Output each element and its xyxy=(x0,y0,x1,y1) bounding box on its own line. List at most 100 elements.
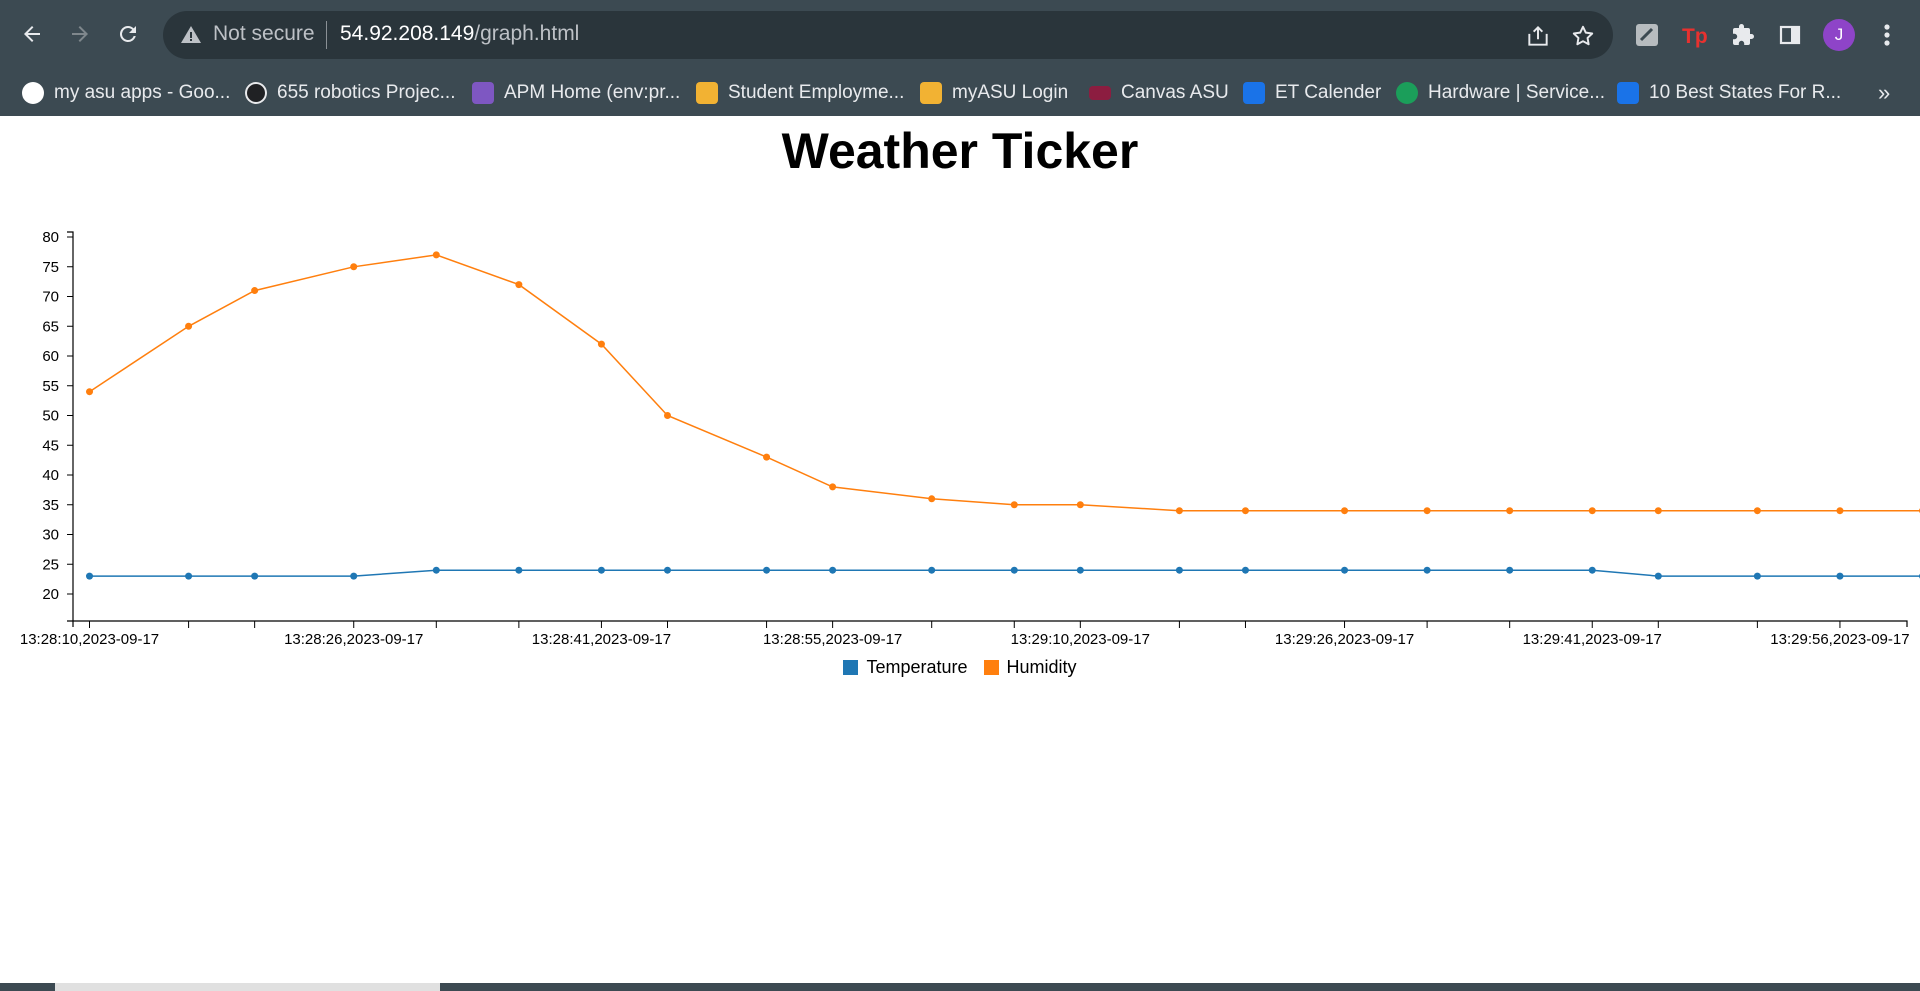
data-point-humidity xyxy=(829,483,837,491)
weather-line-chart: 20 25 30 35 40 45 50 55 60 65 70 75 80 13:28:10,2023-… xyxy=(20,229,1920,648)
x-tick-label: 13:29:41,2023-09-17 xyxy=(1523,631,1662,648)
side-panel-icon[interactable] xyxy=(1775,20,1805,50)
back-button[interactable] xyxy=(14,16,50,52)
bookmark-label: Hardware | Service... xyxy=(1428,82,1606,103)
chart-axes: 20 25 30 35 40 45 50 55 60 65 70 75 80 13:28:10,2023-… xyxy=(20,229,1910,648)
data-point-temperature xyxy=(1423,566,1431,574)
share-icon[interactable] xyxy=(1525,23,1551,49)
data-point-temperature xyxy=(185,572,193,580)
data-point-temperature xyxy=(1588,566,1596,574)
page-title: Weather Ticker xyxy=(781,123,1139,179)
extensions-puzzle-icon[interactable] xyxy=(1728,20,1758,50)
chart-legend: Temperature Humidity xyxy=(0,657,1920,678)
bookmark-star-icon[interactable] xyxy=(1570,23,1596,49)
bookmark-label: Canvas ASU xyxy=(1121,82,1229,103)
chart-series-lines xyxy=(89,254,1920,577)
browser-menu-icon[interactable] xyxy=(1872,20,1902,50)
bottom-scroll-bar[interactable] xyxy=(0,983,1920,991)
security-label[interactable]: Not secure xyxy=(213,22,315,45)
warning-triangle-icon[interactable] xyxy=(179,23,203,47)
bookmark-apm-home[interactable]: APM Home (env:pr... xyxy=(472,76,680,110)
extension-stylus-icon[interactable] xyxy=(1632,20,1662,50)
bookmark-label: my asu apps - Goo... xyxy=(54,82,231,103)
bookmark-10-best-states[interactable]: 10 Best States For R... xyxy=(1617,76,1841,110)
x-tick-label: 13:29:10,2023-09-17 xyxy=(1011,631,1150,648)
address-bar[interactable]: Not secure 54.92.208.149/graph.html xyxy=(163,11,1613,59)
scroll-thumb[interactable] xyxy=(55,983,440,991)
y-tick-label: 30 xyxy=(42,527,59,544)
data-point-humidity xyxy=(597,340,605,348)
reload-icon xyxy=(120,25,136,42)
data-point-humidity xyxy=(1588,507,1596,515)
data-point-temperature xyxy=(251,572,259,580)
reload-button[interactable] xyxy=(110,16,146,52)
forward-button[interactable] xyxy=(62,16,98,52)
y-tick-label: 35 xyxy=(42,497,59,514)
asu-sunburst-icon xyxy=(696,82,718,104)
data-point-humidity xyxy=(1836,507,1844,515)
bookmark-et-calender[interactable]: ET Calender xyxy=(1243,76,1381,110)
asu-sunburst-icon xyxy=(920,82,942,104)
data-point-temperature xyxy=(1506,566,1514,574)
bookmark-label: APM Home (env:pr... xyxy=(504,82,681,103)
data-point-humidity xyxy=(432,251,440,259)
url-text[interactable]: 54.92.208.149/graph.html xyxy=(340,22,579,46)
browser-chrome: Not secure 54.92.208.149/graph.html Tp J… xyxy=(0,0,1920,116)
bookmark-my-asu-apps[interactable]: my asu apps - Goo... xyxy=(22,76,230,110)
y-tick-label: 50 xyxy=(42,408,59,425)
data-point-temperature xyxy=(663,566,671,574)
y-tick-label: 25 xyxy=(42,556,59,573)
data-point-humidity xyxy=(763,453,771,461)
data-point-temperature xyxy=(1010,566,1018,574)
data-point-humidity xyxy=(1076,501,1084,509)
bookmark-myasu-login[interactable]: myASU Login xyxy=(920,76,1068,110)
legend-swatch-humidity xyxy=(983,660,999,675)
more-bookmarks-button[interactable]: » xyxy=(1878,80,1891,105)
x-tick-label: 13:28:41,2023-09-17 xyxy=(532,631,671,648)
chart-series-points xyxy=(86,251,1920,580)
apm-icon xyxy=(472,82,494,104)
forward-arrow-icon xyxy=(72,26,88,42)
url-path[interactable]: /graph.html xyxy=(474,22,580,45)
x-axis-line xyxy=(72,620,1908,627)
svg-text:Tp: Tp xyxy=(1682,25,1708,48)
data-point-humidity xyxy=(1423,507,1431,515)
data-point-temperature xyxy=(829,566,837,574)
data-point-humidity xyxy=(350,263,358,271)
data-point-humidity xyxy=(1175,507,1183,515)
bookmark-label: 10 Best States For R... xyxy=(1649,82,1842,103)
bookmark-655-robotics[interactable]: 655 robotics Projec... xyxy=(245,76,455,110)
legend-item-temperature: Temperature xyxy=(843,657,968,678)
data-point-humidity xyxy=(1753,507,1761,515)
legend-label-humidity: Humidity xyxy=(1006,657,1077,677)
x-tick-label: 13:28:55,2023-09-17 xyxy=(763,631,902,648)
bookmark-hardware-service[interactable]: Hardware | Service... xyxy=(1396,76,1605,110)
data-point-temperature xyxy=(763,566,771,574)
back-arrow-icon xyxy=(24,26,40,42)
series-line-temperature xyxy=(89,569,1920,577)
bookmark-label: myASU Login xyxy=(952,82,1069,103)
x-tick-label: 13:28:10,2023-09-17 xyxy=(20,631,159,648)
extension-tp-icon[interactable]: Tp xyxy=(1680,20,1710,50)
zillow-icon xyxy=(1617,82,1639,104)
y-tick-label: 55 xyxy=(42,378,59,395)
y-tick-label: 65 xyxy=(42,318,59,335)
data-point-temperature xyxy=(1175,566,1183,574)
y-tick-label: 40 xyxy=(42,467,59,484)
data-point-temperature xyxy=(1076,566,1084,574)
series-line-humidity xyxy=(89,254,1920,512)
service-icon xyxy=(1396,82,1418,104)
data-point-temperature xyxy=(1241,566,1249,574)
robot-glasses-icon xyxy=(245,82,267,104)
legend-item-humidity: Humidity xyxy=(983,657,1077,678)
google-icon xyxy=(22,82,44,104)
url-host[interactable]: 54.92.208.149 xyxy=(340,22,475,45)
data-point-temperature xyxy=(432,566,440,574)
bookmark-canvas-asu[interactable]: Canvas ASU xyxy=(1089,76,1229,110)
y-tick-label: 60 xyxy=(42,348,59,365)
y-tick-label: 45 xyxy=(42,437,59,454)
profile-avatar[interactable]: J xyxy=(1823,19,1855,51)
bookmark-student-employment[interactable]: Student Employme... xyxy=(696,76,904,110)
bookmark-label: 655 robotics Projec... xyxy=(277,82,456,103)
browser-toolbar: Not secure 54.92.208.149/graph.html Tp J xyxy=(0,0,1920,70)
